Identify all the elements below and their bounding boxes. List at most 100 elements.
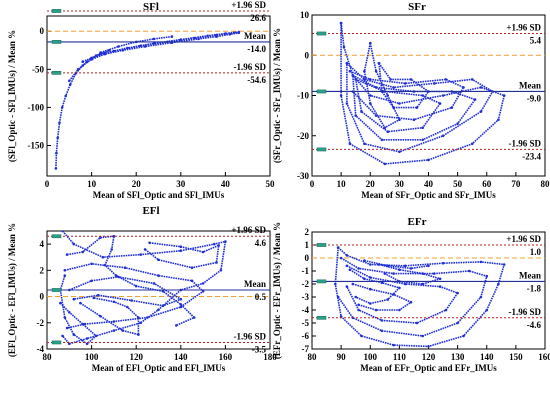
- plot-frame: [311, 231, 546, 350]
- upper-limit-label: +1.96 SD: [506, 234, 541, 244]
- y-tick-label: -150: [28, 141, 45, 151]
- plot-frame: [311, 14, 546, 177]
- data-point: [139, 253, 142, 256]
- data-point: [68, 79, 71, 83]
- data-point: [398, 308, 401, 312]
- data-point: [403, 282, 407, 286]
- data-curve: [337, 257, 488, 337]
- y-tick-label: -3: [302, 292, 310, 302]
- data-curve: [354, 78, 441, 133]
- data-point: [374, 308, 378, 312]
- data-point: [152, 37, 156, 41]
- mean-label: Mean: [244, 31, 266, 41]
- data-point: [403, 264, 407, 268]
- data-point: [360, 334, 363, 338]
- chart-title: EFr: [408, 216, 427, 228]
- data-curve: [364, 259, 429, 270]
- data-point: [342, 45, 346, 49]
- data-point: [112, 329, 116, 332]
- data-point: [389, 78, 392, 81]
- data-point: [224, 240, 227, 243]
- data-curve: [79, 297, 140, 336]
- data-point: [72, 333, 76, 336]
- data-point: [354, 78, 358, 81]
- data-point: [398, 268, 401, 272]
- data-point: [63, 269, 67, 272]
- chart-title: EFl: [142, 205, 159, 217]
- data-point: [421, 138, 425, 142]
- data-point: [473, 98, 477, 101]
- data-point: [398, 150, 401, 154]
- data-curve: [61, 231, 227, 345]
- data-point: [72, 297, 76, 301]
- data-point: [369, 287, 372, 291]
- mean-value: 0.5: [255, 292, 267, 302]
- data-point: [339, 94, 343, 97]
- upper-limit-value: 5.4: [530, 36, 542, 46]
- data-point: [392, 293, 395, 296]
- data-point: [110, 248, 113, 251]
- data-point: [369, 302, 372, 305]
- data-point: [61, 334, 64, 338]
- data-point: [201, 250, 205, 254]
- y-tick-label: 0: [305, 253, 310, 263]
- lower-limit-value: -4.6: [527, 320, 542, 330]
- data-point: [103, 263, 107, 267]
- data-point: [479, 110, 483, 113]
- data-point: [339, 256, 343, 260]
- data-point: [427, 158, 430, 162]
- x-tick-label: 90: [337, 352, 347, 362]
- x-tick-label: 40: [424, 179, 434, 189]
- data-point: [380, 329, 384, 333]
- x-axis-label: Mean of SFr_Optic and SFr_IMUs: [361, 190, 496, 200]
- data-point: [392, 106, 395, 109]
- data-point: [369, 102, 372, 105]
- data-point: [427, 345, 430, 348]
- mean-value: -14.0: [247, 44, 266, 54]
- data-point: [398, 118, 401, 121]
- data-point: [237, 30, 241, 34]
- y-tick-label: -4: [302, 305, 310, 315]
- data-curve: [352, 74, 476, 141]
- y-tick-label: 2: [40, 265, 45, 275]
- data-curves: [54, 30, 241, 170]
- data-point: [114, 274, 118, 277]
- data-point: [179, 305, 183, 309]
- panel-sfl: SFl 0 10 20 30 40 50 -150 -100 -50 0 Mean of SFl_Op…: [7, 0, 275, 200]
- y-tick-label: -50: [32, 64, 44, 74]
- data-point: [81, 60, 84, 63]
- data-point: [72, 242, 76, 246]
- data-point: [427, 264, 430, 268]
- x-tick-label: 20: [132, 179, 142, 189]
- data-point: [403, 82, 407, 85]
- x-tick-label: 10: [337, 179, 347, 189]
- data-point: [81, 322, 84, 326]
- data-point: [380, 319, 384, 322]
- data-curves: [339, 21, 506, 166]
- y-tick-label: 1: [305, 240, 310, 250]
- data-point: [377, 62, 381, 65]
- data-point: [76, 68, 80, 71]
- chart-title: SFl: [143, 1, 159, 13]
- line-marker: [51, 288, 62, 292]
- data-point: [79, 301, 82, 305]
- x-tick-label: 100: [364, 352, 378, 362]
- y-tick-label: -7: [302, 344, 310, 354]
- data-point: [61, 231, 64, 233]
- y-tick-label: -20: [297, 131, 309, 141]
- data-point: [59, 301, 62, 305]
- data-curves: [59, 231, 227, 346]
- y-tick-label: 0: [40, 26, 45, 36]
- line-marker: [316, 89, 327, 94]
- data-point: [369, 276, 372, 279]
- data-point: [369, 263, 372, 266]
- data-curve: [66, 235, 195, 327]
- data-point: [383, 126, 387, 129]
- data-point: [130, 299, 133, 302]
- data-point: [441, 261, 445, 265]
- line-marker: [51, 40, 62, 44]
- upper-limit-label: +1.96 SD: [506, 23, 541, 33]
- data-point: [345, 62, 349, 65]
- data-point: [97, 293, 100, 297]
- data-point: [392, 86, 395, 89]
